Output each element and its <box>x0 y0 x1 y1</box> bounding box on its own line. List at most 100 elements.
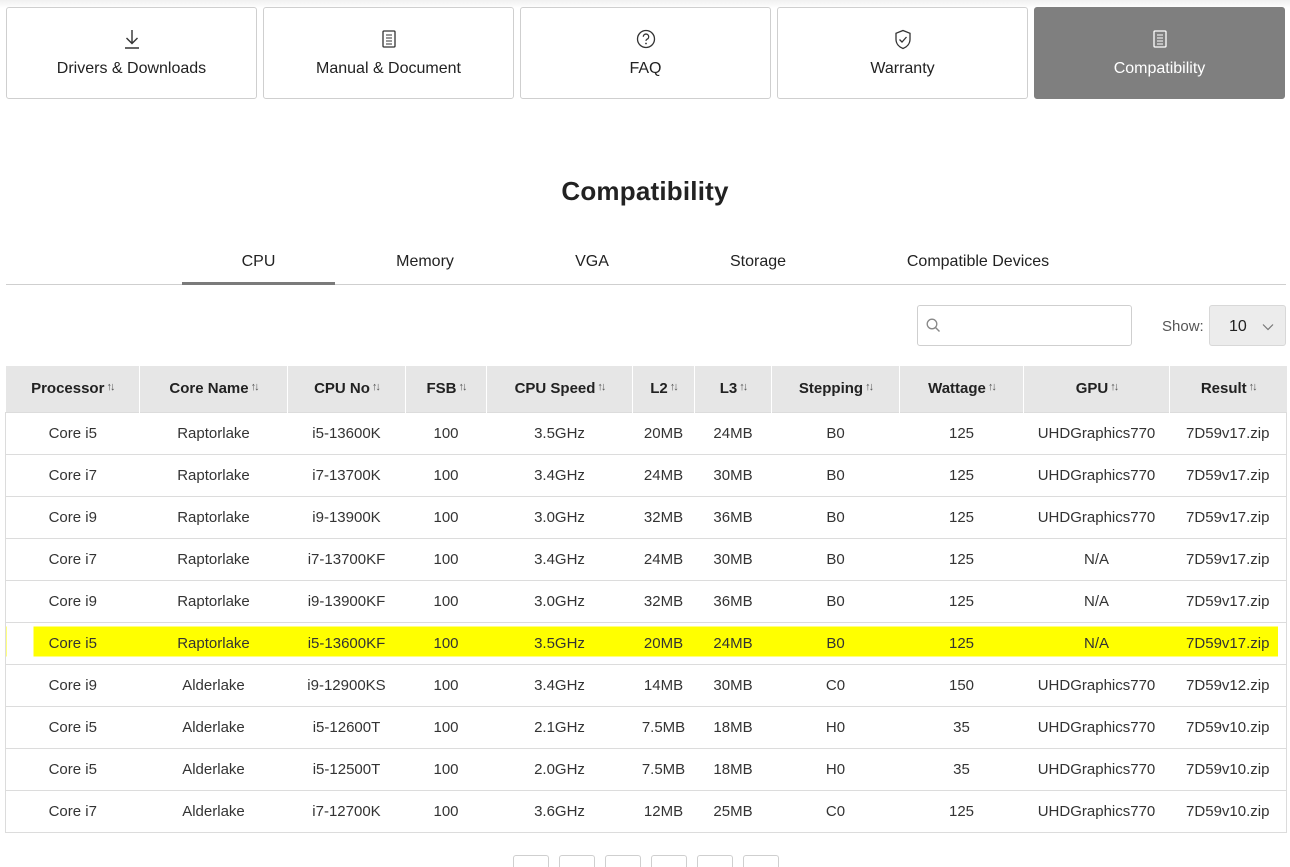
column-header-cpu-speed[interactable]: CPU Speed ↑↓ <box>486 366 633 412</box>
table-cell: Core i7 <box>5 789 140 833</box>
page-button[interactable] <box>605 855 641 867</box>
result-download-link[interactable]: 7D59v10.zip <box>1169 705 1287 748</box>
table-cell: Alderlake <box>139 789 288 833</box>
table-cell: 7.5MB <box>632 747 695 790</box>
tab-memory[interactable]: Memory <box>396 253 454 270</box>
tab-compatible-devices[interactable]: Compatible Devices <box>906 253 1050 270</box>
result-download-link[interactable]: 7D59v10.zip <box>1169 747 1287 790</box>
table-row: Core i5 Alderlake i5-12500T 100 2.0GHz 7.5MB 1… <box>5 747 1287 790</box>
table-cell: 14MB <box>632 663 695 706</box>
search-box[interactable] <box>917 305 1132 346</box>
page-button[interactable] <box>743 855 779 867</box>
result-download-link[interactable]: 7D59v17.zip <box>1169 411 1287 454</box>
search-input[interactable] <box>948 314 1123 338</box>
table-cell: 100 <box>405 453 487 496</box>
table-row: Core i7 Raptorlake i7-13700K 100 3.4GHz 24MB 3… <box>5 453 1287 496</box>
column-header-fsb[interactable]: FSB ↑↓ <box>405 366 487 412</box>
table-cell: 32MB <box>632 579 695 622</box>
card-drivers-downloads[interactable]: Drivers & Downloads <box>6 7 257 99</box>
card-label: Compatibility <box>1113 60 1206 77</box>
sort-icon[interactable]: ↑↓ <box>106 381 115 394</box>
card-faq[interactable]: FAQ <box>520 7 771 99</box>
table-cell: 30MB <box>694 453 772 496</box>
table-cell: 7.5MB <box>632 705 695 748</box>
sort-icon[interactable]: ↑↓ <box>987 381 997 394</box>
result-download-link[interactable]: 7D59v17.zip <box>1169 453 1287 496</box>
tab-vga[interactable]: VGA <box>575 253 609 270</box>
card-warranty[interactable]: Warranty <box>777 7 1028 99</box>
show-value: 10 <box>1229 318 1247 335</box>
download-icon <box>122 29 142 49</box>
column-header-label: Result <box>1200 380 1247 398</box>
table-cell: i7-12700K <box>287 789 406 833</box>
table-cell: 100 <box>405 621 487 664</box>
compatibility-tabs: CPU Memory VGA Storage Compatible Device… <box>6 243 1286 285</box>
result-download-link[interactable]: 7D59v10.zip <box>1169 789 1287 833</box>
column-header-processor[interactable]: Processor ↑↓ <box>5 366 140 412</box>
tab-cpu[interactable]: CPU <box>182 243 335 285</box>
card-label: Drivers & Downloads <box>56 60 207 77</box>
table-cell: B0 <box>771 579 900 622</box>
column-header-cpu-no[interactable]: CPU No ↑↓ <box>287 366 406 412</box>
column-header-l2[interactable]: L2 ↑↓ <box>632 366 695 412</box>
card-compatibility[interactable]: Compatibility <box>1034 7 1285 99</box>
table-cell: i9-13900K <box>287 495 406 538</box>
page-button[interactable] <box>697 855 733 867</box>
table-row: Core i7 Alderlake i7-12700K 100 3.6GHz 12MB 25… <box>5 789 1287 833</box>
table-cell: 18MB <box>694 747 772 790</box>
column-header-wattage[interactable]: Wattage ↑↓ <box>899 366 1024 412</box>
table-cell: i5-13600K <box>287 411 406 454</box>
result-download-link[interactable]: 7D59v17.zip <box>1169 579 1287 622</box>
sort-icon[interactable]: ↑↓ <box>1110 381 1119 394</box>
column-header-result[interactable]: Result ↑↓ <box>1169 366 1287 412</box>
table-cell: 24MB <box>694 621 772 664</box>
table-cell: 100 <box>405 495 487 538</box>
sort-icon[interactable]: ↑↓ <box>739 381 748 394</box>
sort-icon[interactable]: ↑↓ <box>250 381 260 394</box>
table-cell: Core i5 <box>5 747 140 790</box>
sort-icon[interactable]: ↑↓ <box>371 381 381 394</box>
sort-icon[interactable]: ↑↓ <box>865 381 874 394</box>
page-button[interactable] <box>513 855 549 867</box>
table-cell: i5-12500T <box>287 747 406 790</box>
result-download-link[interactable]: 7D59v17.zip <box>1169 621 1287 664</box>
column-header-gpu[interactable]: GPU ↑↓ <box>1023 366 1170 412</box>
table-cell: Core i5 <box>5 705 140 748</box>
card-label: Manual & Document <box>316 60 461 77</box>
tab-storage[interactable]: Storage <box>729 253 787 270</box>
sort-icon[interactable]: ↑↓ <box>669 381 679 394</box>
support-cards: Drivers & Downloads Manual & Document FA… <box>6 7 1285 99</box>
sort-icon[interactable]: ↑↓ <box>458 381 468 394</box>
table-cell: Alderlake <box>139 747 288 790</box>
result-download-link[interactable]: 7D59v17.zip <box>1169 495 1287 538</box>
question-icon <box>636 29 656 49</box>
column-header-l3[interactable]: L3 ↑↓ <box>694 366 772 412</box>
table-cell: 30MB <box>694 663 772 706</box>
table-cell: 150 <box>899 663 1024 706</box>
table-cell: 30MB <box>694 537 772 580</box>
table-cell: UHDGraphics770 <box>1023 453 1170 496</box>
column-header-stepping[interactable]: Stepping ↑↓ <box>771 366 900 412</box>
table-cell: Core i5 <box>5 621 140 664</box>
column-header-label: FSB <box>426 380 457 398</box>
table-cell: 35 <box>899 705 1024 748</box>
table-row: Core i5 Alderlake i5-12600T 100 2.1GHz 7.5MB 1… <box>5 705 1287 748</box>
table-cell: Raptorlake <box>139 411 288 454</box>
sort-icon[interactable]: ↑↓ <box>1248 381 1258 394</box>
card-label: Warranty <box>870 60 935 77</box>
show-select[interactable]: 10 <box>1209 305 1286 346</box>
page-button[interactable] <box>651 855 687 867</box>
card-manual-document[interactable]: Manual & Document <box>263 7 514 99</box>
table-cell: B0 <box>771 537 900 580</box>
table-cell: 125 <box>899 789 1024 833</box>
sort-icon[interactable]: ↑↓ <box>597 381 606 394</box>
table-cell: Raptorlake <box>139 453 288 496</box>
result-download-link[interactable]: 7D59v12.zip <box>1169 663 1287 706</box>
page-button[interactable] <box>559 855 595 867</box>
table-row: Core i9 Raptorlake i9-13900K 100 3.0GHz 32MB 3… <box>5 495 1287 538</box>
column-header-label: Processor <box>31 380 105 398</box>
result-download-link[interactable]: 7D59v17.zip <box>1169 537 1287 580</box>
column-header-core-name[interactable]: Core Name ↑↓ <box>139 366 288 412</box>
table-cell: 3.6GHz <box>486 789 633 833</box>
search-icon <box>926 318 941 338</box>
